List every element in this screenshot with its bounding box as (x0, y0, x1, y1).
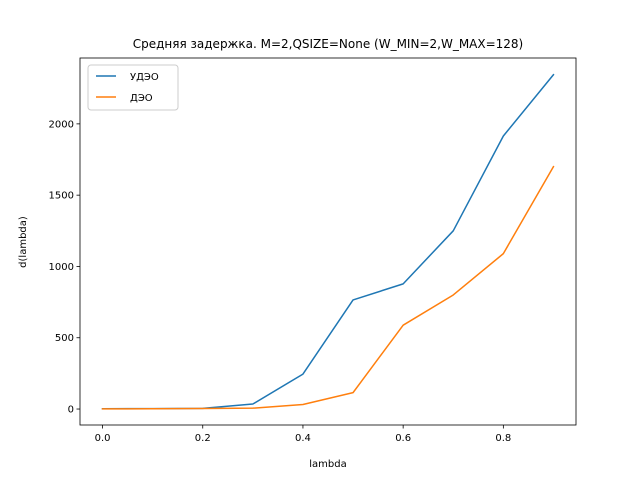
chart-title: Средняя задержка. M=2,QSIZE=None (W_MIN=… (133, 37, 524, 51)
x-tick-label: 0.0 (95, 433, 111, 444)
x-tick-label: 0.2 (195, 433, 211, 444)
x-axis-label: lambda (309, 459, 346, 470)
x-axis: 0.0 0.2 0.4 0.6 0.8 (95, 425, 511, 444)
y-axis-label: d(lambda) (18, 216, 29, 268)
y-axis: 0 500 1000 1500 2000 (49, 119, 80, 416)
y-tick-label: 0 (68, 405, 74, 416)
series-line-1 (101, 165, 555, 410)
x-tick-label: 0.8 (495, 433, 511, 444)
y-tick-label: 500 (55, 333, 74, 344)
x-tick-label: 0.4 (295, 433, 311, 444)
y-tick-label: 2000 (49, 119, 74, 130)
legend-label-1: ДЭО (130, 93, 153, 104)
legend: УДЭО ДЭО (87, 64, 179, 111)
legend-label-0: УДЭО (130, 72, 159, 83)
y-tick-label: 1500 (49, 191, 74, 202)
y-tick-label: 1000 (49, 262, 74, 273)
plot-area (101, 73, 555, 410)
x-tick-label: 0.6 (395, 433, 411, 444)
axes-frame (79, 57, 577, 426)
